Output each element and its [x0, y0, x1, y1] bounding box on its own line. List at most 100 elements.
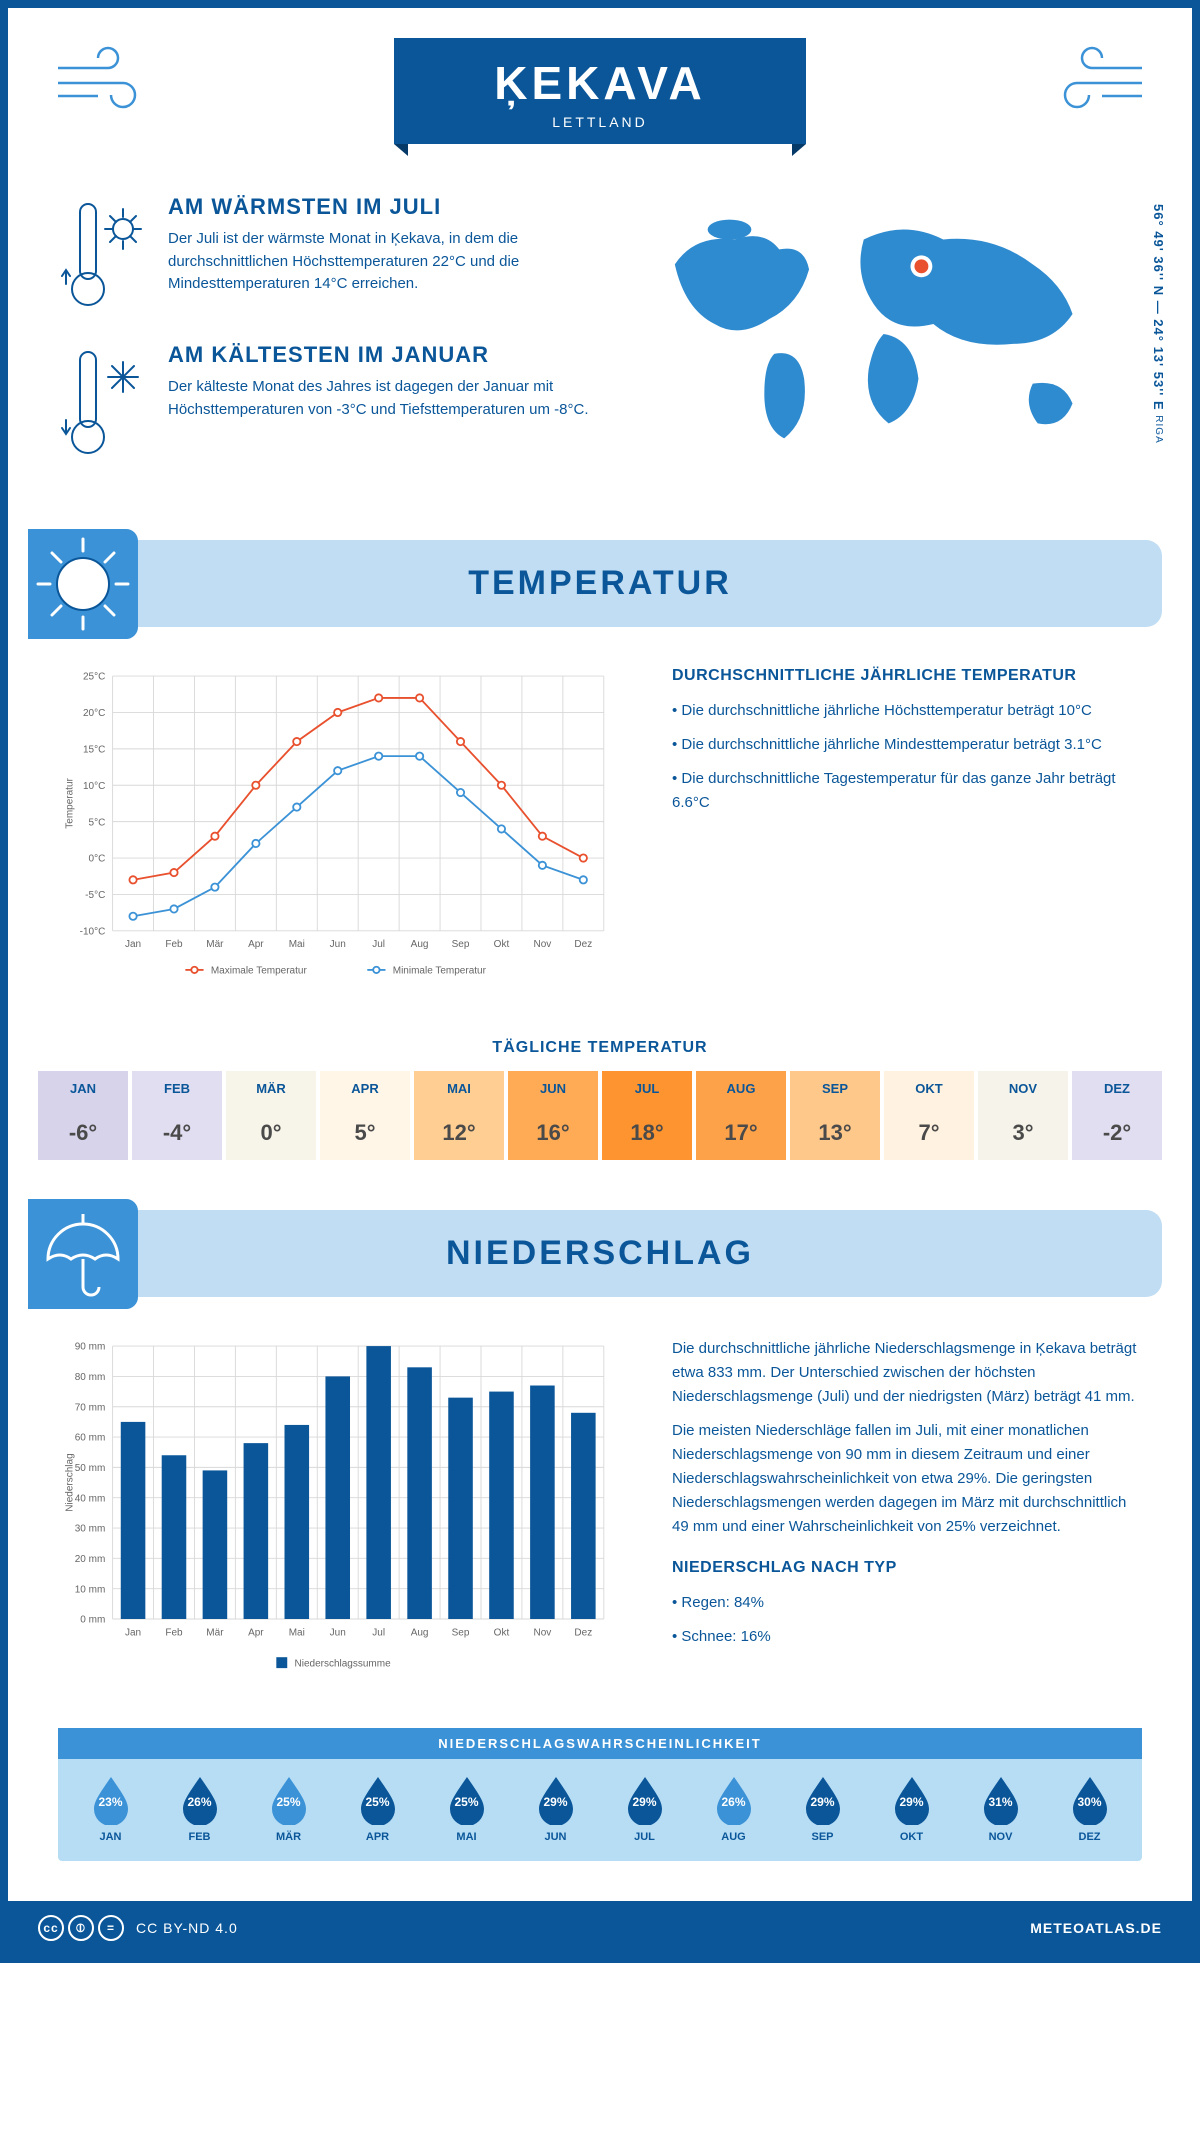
svg-text:0°C: 0°C	[89, 854, 106, 865]
svg-text:Niederschlag: Niederschlag	[65, 1454, 76, 1512]
section-precipitation: NIEDERSCHLAG	[38, 1210, 1162, 1297]
svg-text:Apr: Apr	[248, 939, 264, 950]
svg-text:80 mm: 80 mm	[75, 1373, 106, 1384]
temperature-info: DURCHSCHNITTLICHE JÄHRLICHE TEMPERATUR D…	[672, 667, 1142, 825]
drop-cell: 30%DEZ	[1045, 1773, 1134, 1843]
svg-text:Okt: Okt	[494, 1628, 510, 1639]
sun-icon	[28, 529, 138, 639]
svg-text:Jan: Jan	[125, 1628, 141, 1639]
svg-text:70 mm: 70 mm	[75, 1403, 106, 1414]
svg-text:30 mm: 30 mm	[75, 1524, 106, 1535]
drop-cell: 26%FEB	[155, 1773, 244, 1843]
svg-text:Mär: Mär	[206, 939, 224, 950]
precipitation-info: Die durchschnittliche jährliche Niedersc…	[672, 1337, 1142, 1659]
drop-cell: 25%MÄR	[244, 1773, 333, 1843]
world-map	[645, 194, 1142, 454]
svg-text:-5°C: -5°C	[85, 890, 105, 901]
drop-cell: 29%OKT	[867, 1773, 956, 1843]
wind-icon	[48, 38, 148, 118]
svg-text:5°C: 5°C	[89, 817, 106, 828]
thermometer-cold-icon	[58, 342, 148, 462]
country-name: LETTLAND	[494, 114, 705, 130]
drop-cell: 29%JUL	[600, 1773, 689, 1843]
daily-cell: AUG17°	[696, 1071, 786, 1160]
drop-cell: 23%JAN	[66, 1773, 155, 1843]
svg-text:Feb: Feb	[165, 1628, 183, 1639]
wind-icon	[1052, 38, 1152, 118]
header: ĶEKAVA LETTLAND	[8, 8, 1192, 164]
precip-probability: NIEDERSCHLAGSWAHRSCHEINLICHKEIT 23%JAN26…	[58, 1728, 1142, 1861]
svg-text:10 mm: 10 mm	[75, 1585, 106, 1596]
umbrella-icon	[28, 1199, 138, 1309]
thermometer-hot-icon	[58, 194, 148, 314]
svg-text:Temperatur: Temperatur	[65, 777, 76, 828]
svg-text:10°C: 10°C	[83, 781, 105, 792]
section-temperature: TEMPERATUR	[38, 540, 1162, 627]
svg-text:90 mm: 90 mm	[75, 1342, 106, 1353]
svg-text:Jun: Jun	[330, 1628, 346, 1639]
svg-text:Mai: Mai	[289, 1628, 305, 1639]
svg-text:Jun: Jun	[330, 939, 346, 950]
drop-cell: 31%NOV	[956, 1773, 1045, 1843]
svg-text:Sep: Sep	[452, 1628, 470, 1639]
daily-cell: DEZ-2°	[1072, 1071, 1162, 1160]
daily-temp-title: TÄGLICHE TEMPERATUR	[8, 1039, 1192, 1057]
svg-text:Maximale Temperatur: Maximale Temperatur	[211, 966, 308, 977]
coldest-block: AM KÄLTESTEN IM JANUAR Der kälteste Mona…	[58, 342, 605, 462]
daily-cell: MAI12°	[414, 1071, 504, 1160]
license-text: CC BY-ND 4.0	[136, 1920, 238, 1936]
drop-cell: 29%SEP	[778, 1773, 867, 1843]
coordinates: 56° 49' 36'' N — 24° 13' 53'' E RIGA	[1151, 204, 1166, 444]
svg-text:60 mm: 60 mm	[75, 1433, 106, 1444]
svg-text:0 mm: 0 mm	[80, 1615, 105, 1626]
svg-text:Mär: Mär	[206, 1628, 224, 1639]
svg-text:Dez: Dez	[574, 1628, 592, 1639]
warmest-text: Der Juli ist der wärmste Monat in Ķekava…	[168, 228, 605, 296]
svg-text:Okt: Okt	[494, 939, 510, 950]
svg-text:Aug: Aug	[411, 939, 429, 950]
svg-text:Mai: Mai	[289, 939, 305, 950]
daily-cell: JUL18°	[602, 1071, 692, 1160]
drop-cell: 26%AUG	[689, 1773, 778, 1843]
daily-cell: SEP13°	[790, 1071, 880, 1160]
footer: cc⦶= CC BY-ND 4.0 METEOATLAS.DE	[8, 1901, 1192, 1955]
site-name: METEOATLAS.DE	[1030, 1920, 1162, 1936]
cc-icons: cc⦶=	[38, 1915, 124, 1941]
svg-text:Sep: Sep	[452, 939, 470, 950]
svg-text:50 mm: 50 mm	[75, 1463, 106, 1474]
daily-cell: MÄR0°	[226, 1071, 316, 1160]
svg-text:Feb: Feb	[165, 939, 183, 950]
svg-text:25°C: 25°C	[83, 672, 105, 683]
coldest-title: AM KÄLTESTEN IM JANUAR	[168, 342, 605, 368]
svg-text:Niederschlagssumme: Niederschlagssumme	[295, 1659, 392, 1670]
section-title: NIEDERSCHLAG	[38, 1234, 1162, 1273]
drop-cell: 29%JUN	[511, 1773, 600, 1843]
svg-text:Aug: Aug	[411, 1628, 429, 1639]
svg-text:15°C: 15°C	[83, 745, 105, 756]
daily-cell: OKT7°	[884, 1071, 974, 1160]
svg-text:Jul: Jul	[372, 1628, 385, 1639]
daily-cell: APR5°	[320, 1071, 410, 1160]
svg-text:Apr: Apr	[248, 1628, 264, 1639]
precipitation-chart: 0 mm 10 mm 20 mm 30 mm 40 mm 50 mm 60 mm 70 mm 8…	[58, 1337, 622, 1688]
daily-temp-table: JAN-6°FEB-4°MÄR0°APR5°MAI12°JUN16°JUL18°…	[38, 1071, 1162, 1160]
daily-cell: JUN16°	[508, 1071, 598, 1160]
svg-text:40 mm: 40 mm	[75, 1494, 106, 1505]
section-title: TEMPERATUR	[38, 564, 1162, 603]
title-banner: ĶEKAVA LETTLAND	[394, 38, 805, 144]
svg-text:Dez: Dez	[574, 939, 592, 950]
svg-text:Nov: Nov	[534, 1628, 552, 1639]
svg-text:Minimale Temperatur: Minimale Temperatur	[393, 966, 487, 977]
svg-text:-10°C: -10°C	[80, 926, 106, 937]
svg-text:20 mm: 20 mm	[75, 1554, 106, 1565]
warmest-title: AM WÄRMSTEN IM JULI	[168, 194, 605, 220]
svg-text:Jan: Jan	[125, 939, 141, 950]
drop-cell: 25%APR	[333, 1773, 422, 1843]
svg-text:20°C: 20°C	[83, 708, 105, 719]
daily-cell: JAN-6°	[38, 1071, 128, 1160]
temperature-chart: -10°C -5°C 0°C 5°C 10°C 15°C 20°C 25°C Jan Feb Mär…	[58, 667, 622, 999]
warmest-block: AM WÄRMSTEN IM JULI Der Juli ist der wär…	[58, 194, 605, 314]
drop-cell: 25%MAI	[422, 1773, 511, 1843]
svg-text:Nov: Nov	[533, 939, 551, 950]
daily-cell: FEB-4°	[132, 1071, 222, 1160]
